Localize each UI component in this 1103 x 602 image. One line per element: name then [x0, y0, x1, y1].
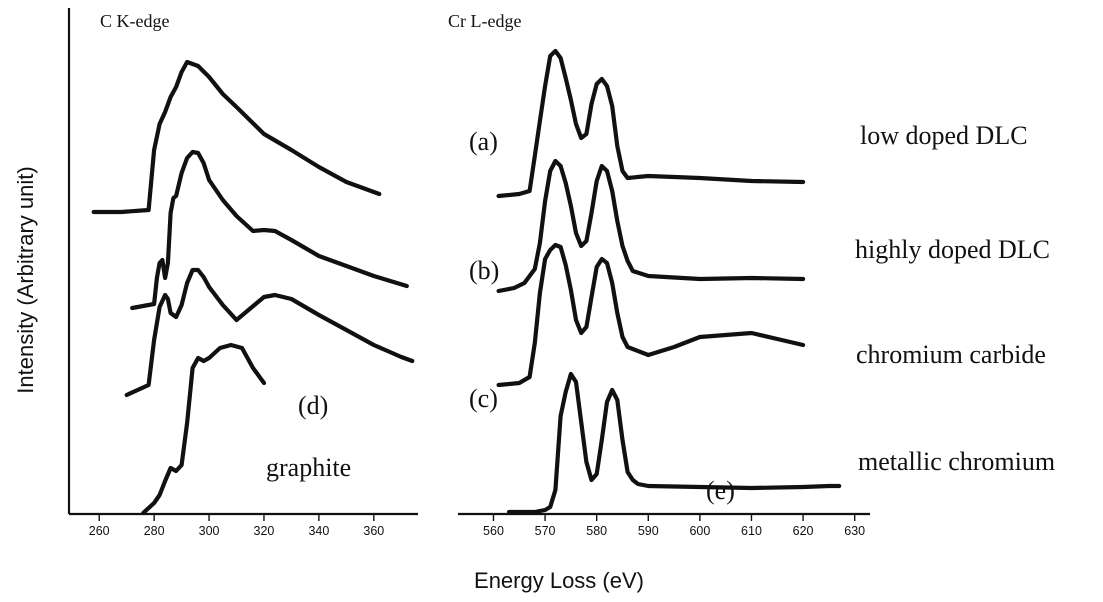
spectrum-line	[91, 59, 382, 215]
x-axis-label: Energy Loss (eV)	[474, 568, 644, 593]
x-tick-label: 630	[844, 524, 865, 538]
panel-label-b: (b)	[469, 256, 499, 285]
spectrum-line	[496, 48, 806, 199]
x-tick-label: 300	[199, 524, 220, 538]
x-tick-label: 280	[144, 524, 165, 538]
spectrum-line	[130, 149, 409, 311]
panel-label-c: (c)	[469, 384, 498, 413]
spectrum-line	[496, 158, 806, 294]
spectrum-line	[141, 342, 267, 516]
x-tick-label: 590	[638, 524, 659, 538]
graphite-label: graphite	[266, 453, 351, 482]
tick-group-left: 260 280 300 320 340 360	[89, 514, 384, 538]
x-tick-label: 570	[535, 524, 556, 538]
x-tick-label: 260	[89, 524, 110, 538]
legend-chromium-carbide: chromium carbide	[856, 340, 1046, 369]
legend-metallic-chromium: metallic chromium	[858, 447, 1055, 476]
panel-label-e: (e)	[706, 476, 735, 505]
x-tick-label: 610	[741, 524, 762, 538]
panel-label-d: (d)	[298, 391, 328, 420]
panel-label-a: (a)	[469, 127, 498, 156]
curves-group	[91, 48, 842, 516]
x-tick-label: 360	[363, 524, 384, 538]
x-tick-label: 580	[586, 524, 607, 538]
spectrum-line	[496, 242, 806, 388]
x-tick-label: 620	[793, 524, 814, 538]
x-tick-label: 560	[483, 524, 504, 538]
c-k-edge-label: C K-edge	[100, 11, 169, 31]
cr-l-edge-label: Cr L-edge	[448, 11, 521, 31]
legend-low-doped-dlc: low doped DLC	[860, 121, 1028, 150]
tick-group-right: 560 570 580 590 600 610 620 630	[483, 514, 865, 538]
x-tick-label: 600	[689, 524, 710, 538]
x-tick-label: 320	[254, 524, 275, 538]
spectrum-line	[506, 371, 842, 515]
spectrum-line	[124, 267, 415, 398]
y-axis-label: Intensity (Arbitrary unit)	[13, 166, 38, 393]
legend-highly-doped-dlc: highly doped DLC	[855, 235, 1050, 264]
x-tick-label: 340	[308, 524, 329, 538]
